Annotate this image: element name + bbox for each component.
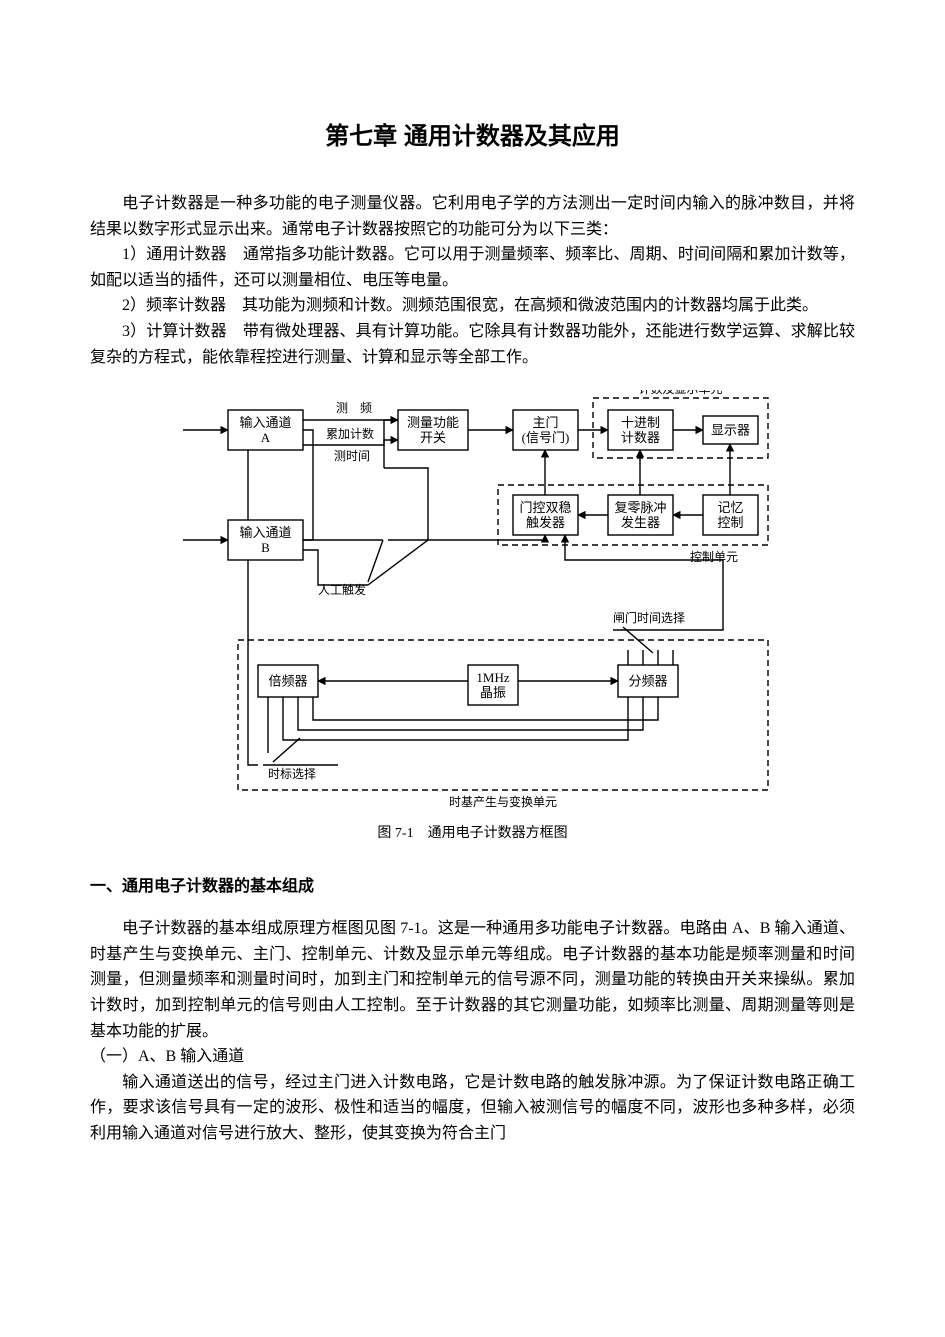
svg-text:触发器: 触发器: [525, 515, 564, 530]
svg-text:记忆: 记忆: [717, 500, 743, 515]
list-item: 1）通用计数器 通常指多功能计数器。它可以用于测量频率、频率比、周期、时间间隔和…: [90, 242, 855, 293]
svg-text:时标选择: 时标选择: [268, 767, 316, 781]
svg-text:A: A: [260, 430, 270, 445]
section-1-body: 电子计数器的基本组成原理方框图见图 7-1。这是一种通用多功能电子计数器。电路由…: [90, 916, 855, 1044]
svg-text:测时间: 测时间: [334, 449, 370, 463]
svg-text:分频器: 分频器: [628, 674, 667, 689]
list-item: 3）计算计数器 带有微处理器、具有计算功能。它除具有计数器功能外，还能进行数学运…: [90, 319, 855, 370]
item-text: 1）通用计数器 通常指多功能计数器。它可以用于测量频率、频率比、周期、时间间隔和…: [90, 246, 855, 289]
svg-text:(信号门): (信号门): [521, 430, 569, 445]
svg-text:B: B: [261, 540, 270, 555]
svg-text:倍频器: 倍频器: [268, 674, 307, 689]
figure-caption: 图 7-1 通用电子计数器方框图: [90, 822, 855, 842]
item-text: 2）频率计数器 其功能为测频和计数。测频范围很宽，在高频和微波范围内的计数器均属…: [122, 297, 818, 314]
svg-text:发生器: 发生器: [620, 515, 659, 530]
svg-text:晶振: 晶振: [479, 685, 505, 700]
svg-text:测量功能: 测量功能: [406, 415, 458, 430]
svg-text:计数器: 计数器: [620, 430, 659, 445]
item-text: 3）计算计数器 带有微处理器、具有计算功能。它除具有计数器功能外，还能进行数学运…: [90, 323, 855, 366]
subsection-a-title: （一）A、B 输入通道: [90, 1044, 855, 1070]
svg-text:计数及显示单元: 计数及显示单元: [638, 390, 722, 396]
svg-text:时基产生与变换单元: 时基产生与变换单元: [448, 794, 556, 809]
svg-text:累加计数: 累加计数: [326, 426, 374, 441]
svg-text:开关: 开关: [419, 430, 445, 445]
svg-text:闸门时间选择: 闸门时间选择: [613, 610, 685, 625]
svg-text:测 频: 测 频: [336, 401, 372, 415]
intro-text: 电子计数器是一种多功能的电子测量仪器。它利用电子学的方法测出一定时间内输入的脉冲…: [90, 195, 855, 238]
intro-paragraph: 电子计数器是一种多功能的电子测量仪器。它利用电子学的方法测出一定时间内输入的脉冲…: [90, 191, 855, 242]
svg-text:控制单元: 控制单元: [689, 550, 737, 564]
svg-text:主门: 主门: [532, 415, 558, 430]
subsection-a-title-text: （一）A、B 输入通道: [90, 1048, 244, 1065]
svg-text:显示器: 显示器: [710, 423, 749, 438]
svg-text:人工触发: 人工触发: [318, 582, 366, 597]
chapter-title: 第七章 通用计数器及其应用: [90, 116, 855, 151]
section-1-text: 电子计数器的基本组成原理方框图见图 7-1。这是一种通用多功能电子计数器。电路由…: [90, 920, 855, 1039]
svg-text:输入通道: 输入通道: [239, 525, 291, 540]
section-1-heading: 一、通用电子计数器的基本组成: [90, 872, 855, 896]
svg-text:门控双稳: 门控双稳: [519, 500, 571, 515]
svg-text:控制: 控制: [717, 515, 743, 530]
svg-text:十进制: 十进制: [620, 415, 659, 430]
figure-7-1: 计数及显示单元控制单元时基产生与变换单元输入通道A测量功能开关主门(信号门)十进…: [90, 390, 855, 842]
block-diagram: 计数及显示单元控制单元时基产生与变换单元输入通道A测量功能开关主门(信号门)十进…: [168, 390, 778, 820]
subsection-a-text: 输入通道送出的信号，经过主门进入计数电路，它是计数电路的触发脉冲源。为了保证计数…: [90, 1074, 855, 1142]
svg-text:输入通道: 输入通道: [239, 415, 291, 430]
list-item: 2）频率计数器 其功能为测频和计数。测频范围很宽，在高频和微波范围内的计数器均属…: [90, 293, 855, 319]
subsection-a-body: 输入通道送出的信号，经过主门进入计数电路，它是计数电路的触发脉冲源。为了保证计数…: [90, 1070, 855, 1147]
svg-text:1MHz: 1MHz: [476, 670, 509, 685]
document-page: 第七章 通用计数器及其应用 电子计数器是一种多功能的电子测量仪器。它利用电子学的…: [0, 0, 945, 1227]
svg-text:复零脉冲: 复零脉冲: [614, 500, 666, 515]
